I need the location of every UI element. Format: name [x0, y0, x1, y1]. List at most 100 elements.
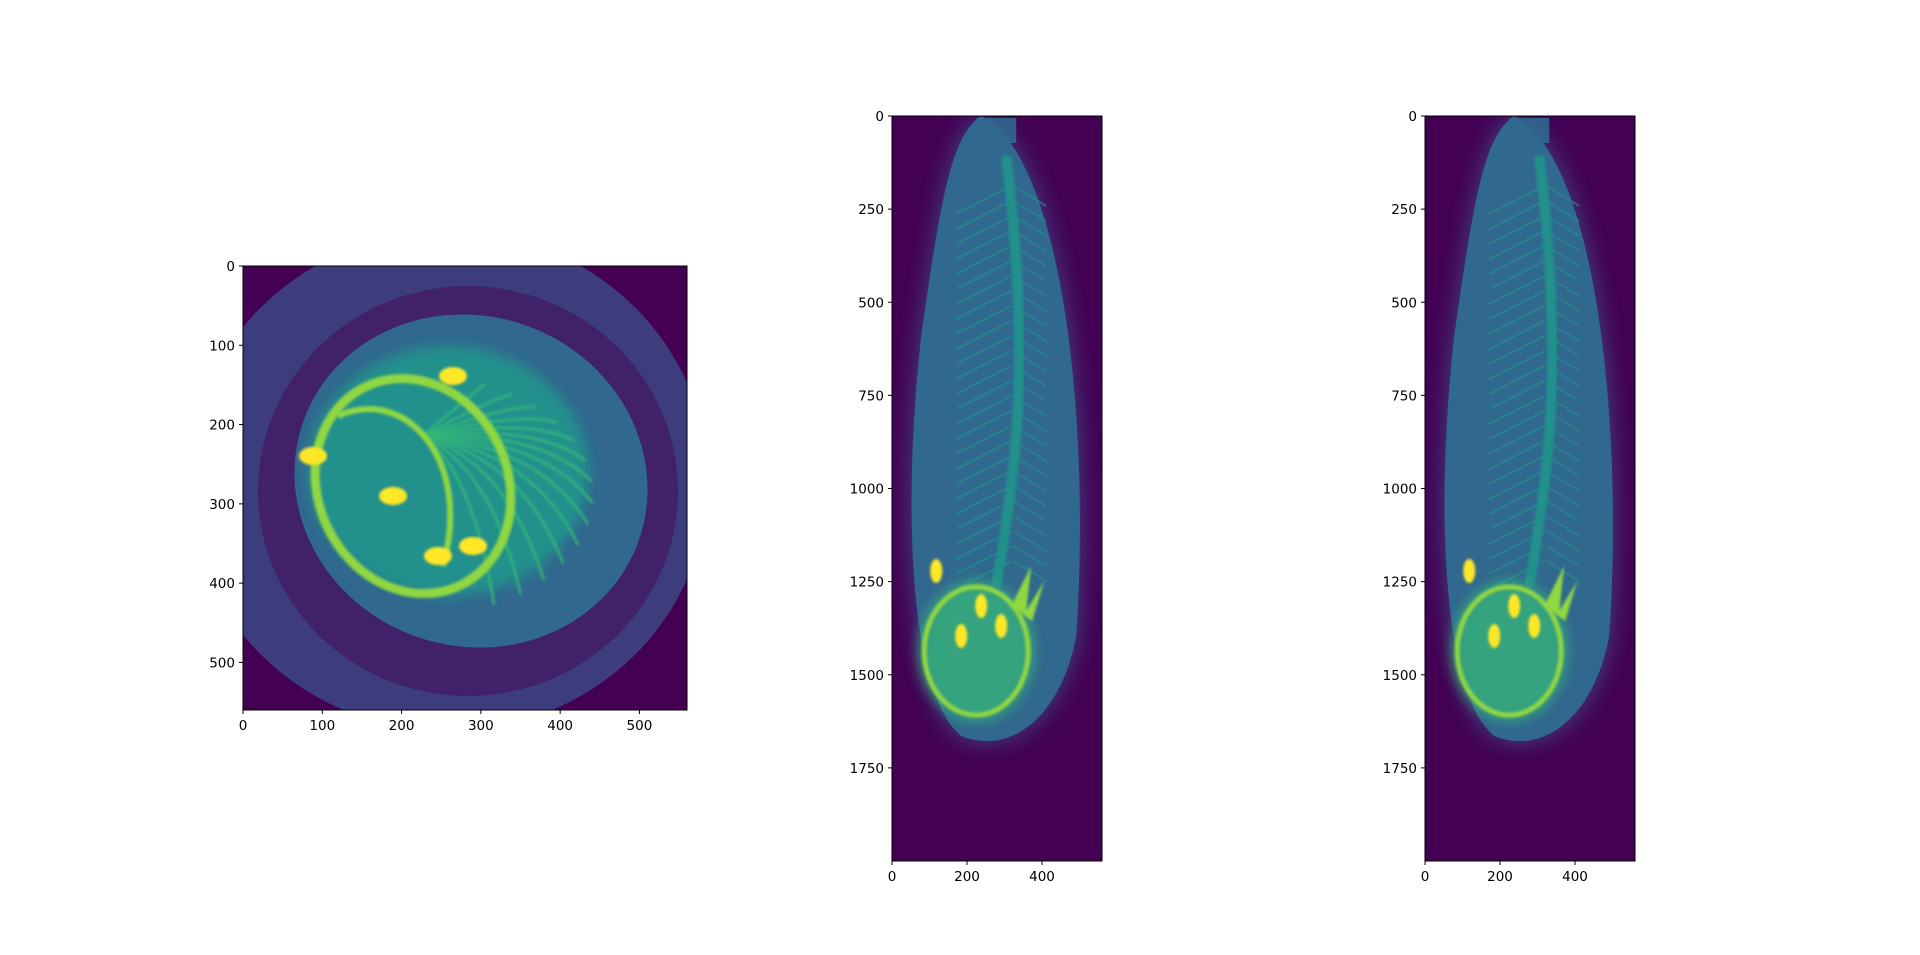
- spine: [1524, 155, 1558, 587]
- rib-bone: [1545, 410, 1580, 432]
- rib-bone: [955, 245, 1012, 275]
- sagittal-x-ticks: 0 200 400: [1421, 861, 1588, 885]
- y-tick-label: 400: [209, 576, 235, 592]
- sagittal-slice-image: [1425, 116, 1635, 861]
- rib-bone: [1545, 485, 1580, 507]
- y-tick-label: 1500: [850, 668, 884, 684]
- coronal-y-ticks: 0 250 500 750 1000 1250 1500 1750: [850, 109, 892, 777]
- rib-bone: [1012, 275, 1047, 297]
- rib-bone: [1488, 260, 1545, 290]
- y-tick-label: 750: [858, 388, 884, 404]
- dense-bone-spot: [1528, 614, 1541, 638]
- rib-bone: [1488, 440, 1545, 470]
- y-tick-label: 1250: [1383, 575, 1417, 591]
- rib-bone: [1012, 545, 1047, 567]
- rib-bone: [955, 365, 1012, 395]
- skull-region: [918, 581, 1035, 721]
- rib-bone: [955, 530, 1012, 560]
- x-tick-label: 200: [389, 718, 415, 734]
- rib-bone: [1012, 215, 1047, 237]
- rib-bone: [422, 417, 558, 438]
- rib-bone: [1488, 410, 1545, 440]
- rib-bone: [1012, 305, 1047, 327]
- rib-bone: [1488, 335, 1545, 365]
- rib-bone: [1488, 365, 1545, 395]
- rib-bone: [1012, 485, 1047, 507]
- coronal-slice-panel: 0 200 400 0 250 500 750 1000 1250 1500 1750: [850, 109, 1103, 885]
- x-tick-label: 400: [1029, 869, 1055, 885]
- rib-bone: [1545, 230, 1580, 252]
- x-tick-label: 0: [239, 718, 248, 734]
- rib-bone: [1488, 500, 1545, 530]
- y-tick-label: 1750: [850, 761, 884, 777]
- skull-bone: [310, 374, 516, 598]
- rib-bone: [1488, 455, 1545, 485]
- rib-bone: [955, 500, 1012, 530]
- rib-bone: [422, 434, 522, 595]
- rib-bone: [1545, 500, 1580, 522]
- rib-bone: [955, 290, 1012, 320]
- rib-bone: [955, 260, 1012, 290]
- rib-bone: [1545, 215, 1580, 237]
- skull-bone: [921, 584, 1031, 718]
- rib-bone: [1545, 260, 1580, 282]
- rib-bone: [1488, 425, 1545, 455]
- dense-bone-spot: [930, 559, 943, 583]
- dense-bone-spot: [424, 547, 452, 565]
- rib-bone: [1545, 350, 1580, 372]
- rib-bone: [1012, 440, 1047, 462]
- skull-region: [1451, 581, 1568, 721]
- rib-bone: [955, 545, 1012, 575]
- rib-bone: [955, 305, 1012, 335]
- rib-bone: [1012, 500, 1047, 522]
- dense-bone-spot: [1463, 559, 1476, 583]
- fin-rays: [1011, 566, 1045, 621]
- dense-bone-spot: [1488, 624, 1501, 648]
- rib-bone: [955, 200, 1012, 230]
- axial-axes-frame: [242, 265, 688, 711]
- rib-bone: [955, 185, 1012, 215]
- rib-bone: [1488, 530, 1545, 560]
- rib-bone: [955, 440, 1012, 470]
- rib-bone: [422, 434, 580, 546]
- rib-bone: [1545, 545, 1580, 567]
- rib-bone: [1545, 515, 1580, 537]
- rib-bone: [1488, 485, 1545, 515]
- y-tick-label: 100: [209, 338, 235, 354]
- x-tick-label: 0: [1421, 869, 1430, 885]
- rib-bone: [1488, 545, 1545, 575]
- x-tick-label: 400: [1562, 869, 1588, 885]
- rib-bone: [1545, 530, 1580, 552]
- rib-bone: [422, 382, 486, 438]
- y-tick-label: 250: [1391, 202, 1417, 218]
- y-tick-label: 1500: [1383, 668, 1417, 684]
- rib-bone: [422, 434, 594, 505]
- rib-bone: [1545, 470, 1580, 492]
- rib-bone: [1488, 185, 1545, 215]
- axial-slice-panel: 0 100 200 300 400 500 0 100 200 300 400 500: [209, 259, 688, 734]
- rib-bone: [1012, 320, 1047, 342]
- jaw-bone: [336, 406, 454, 567]
- rib-bone: [1545, 395, 1580, 417]
- rib-bone: [1488, 395, 1545, 425]
- x-tick-label: 200: [954, 869, 980, 885]
- dense-bone-spot: [955, 624, 968, 648]
- rib-bone: [955, 425, 1012, 455]
- rib-bone: [1012, 185, 1047, 207]
- dense-bone-spot: [379, 487, 407, 505]
- x-tick-label: 0: [888, 869, 897, 885]
- rib-bone: [1488, 275, 1545, 305]
- fin-rays: [1544, 566, 1578, 621]
- x-tick-label: 300: [468, 718, 494, 734]
- rib-bone: [1545, 440, 1580, 462]
- dense-bone-spot: [1508, 594, 1521, 618]
- tail-region: [976, 118, 1017, 143]
- rib-bone: [955, 230, 1012, 260]
- skull-bone: [1454, 584, 1564, 718]
- y-tick-label: 1250: [850, 575, 884, 591]
- rib-bone: [955, 455, 1012, 485]
- dense-bone-spot: [975, 594, 988, 618]
- y-tick-label: 1000: [850, 482, 884, 498]
- rib-bone: [1012, 335, 1047, 357]
